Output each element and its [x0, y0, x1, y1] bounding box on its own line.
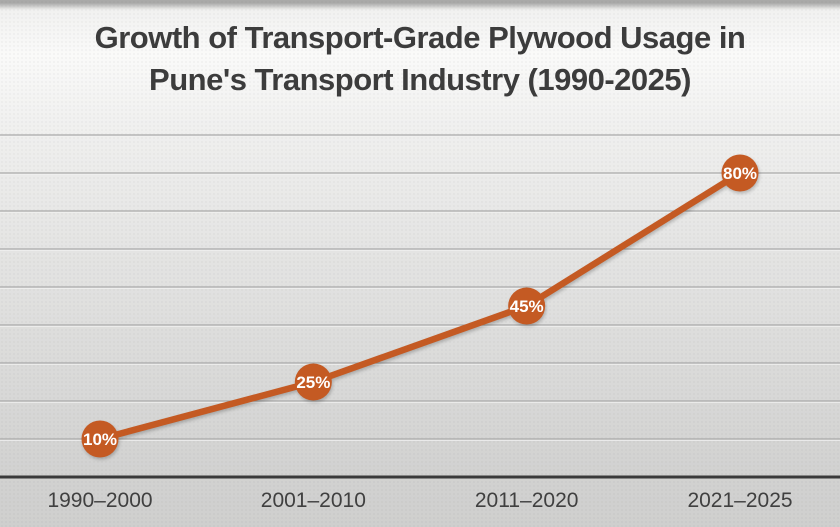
data-point-marker: [294, 363, 332, 401]
x-axis-tick-label: 2001–2010: [260, 489, 366, 512]
data-point-label: 80%: [723, 164, 757, 183]
chart-title: Growth of Transport-Grade Plywood Usage …: [0, 17, 840, 101]
data-point-labels: 10% 25% 45% 80%: [83, 164, 757, 449]
x-axis-tick-labels: 1990–2000 2001–2010 2011–2020 2021–2025: [0, 489, 840, 515]
line-series: [96, 169, 744, 443]
x-axis-tick-label: 2011–2020: [474, 489, 579, 512]
data-point-label: 45%: [510, 297, 544, 316]
chart-title-line-1: Growth of Transport-Grade Plywood Usage …: [94, 20, 746, 55]
data-point-marker: [81, 420, 119, 458]
data-point-label: 10%: [83, 430, 117, 449]
chart-title-line-2: Pune's Transport Industry (1990-2025): [149, 62, 691, 97]
series-group: [81, 154, 759, 458]
gridlines: [0, 134, 840, 441]
data-point-marker: [721, 154, 759, 192]
data-point-label: 25%: [296, 373, 330, 392]
x-axis-tick-label: 1990–2000: [47, 489, 153, 512]
x-axis-tick-label: 2021–2025: [687, 489, 793, 512]
data-point-marker: [508, 287, 546, 325]
